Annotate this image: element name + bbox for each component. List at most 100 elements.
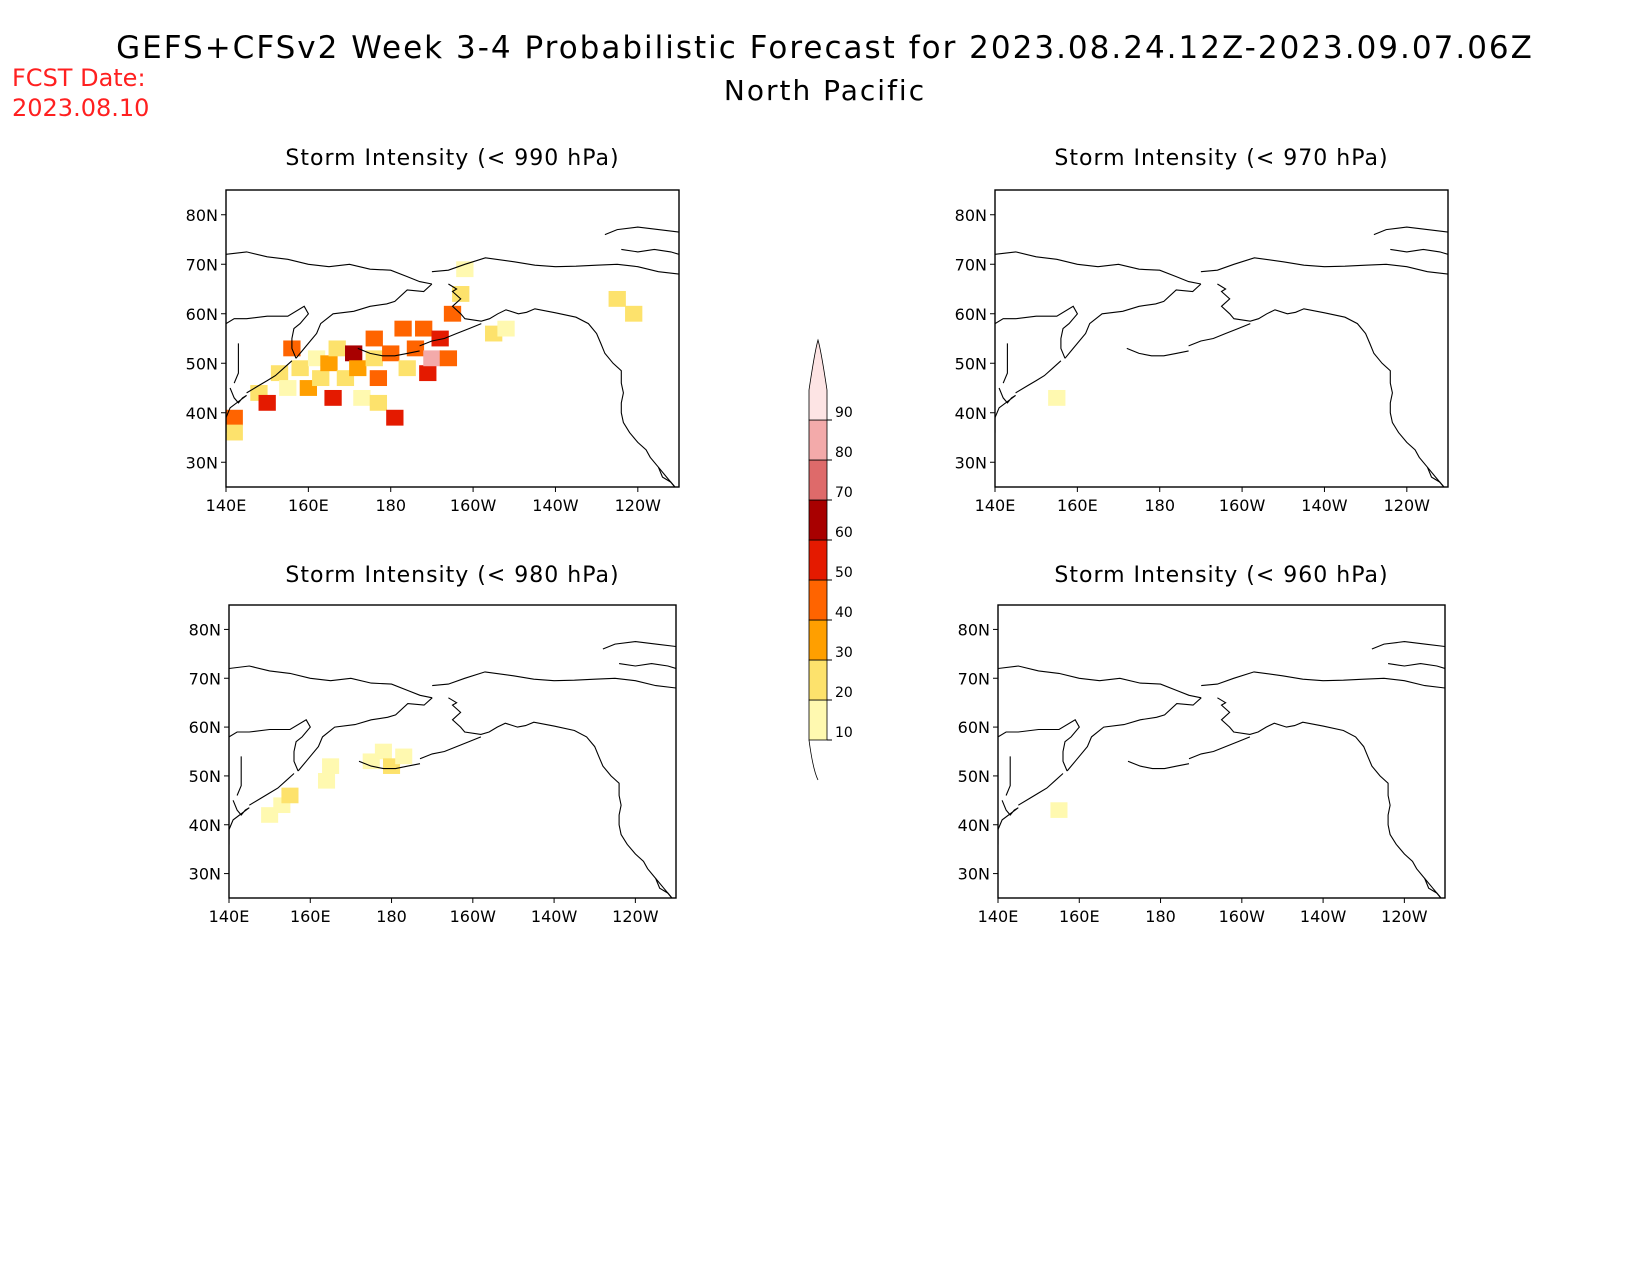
lat-tick-label: 50N [958,767,990,786]
probability-cell [382,345,400,362]
lon-tick-label: 180 [1144,496,1175,515]
panel-title: Storm Intensity (< 990 hPa) [285,146,619,171]
coastline-chukotka [1064,283,1202,359]
coastline-japan [998,800,1019,846]
lon-tick-label: 160E [290,907,331,926]
lat-tick-label: 40N [958,816,990,835]
coastline-arctic_is [1373,226,1448,236]
lon-tick-label: 140E [975,496,1016,515]
colorbar-swatch [808,579,828,621]
map-panel-2: Storm Intensity (< 970 hPa) 80N 70N 60N 50N 4… [955,146,1449,515]
lat-tick-label: 30N [189,865,221,884]
lon-tick-label: 160E [1057,496,1098,515]
lat-tick-label: 50N [189,767,221,786]
coastline-arctic_is [604,226,679,236]
lon-tick-label: 160W [450,907,497,926]
coastline-alaska_w [1217,697,1442,898]
probability-cell [320,355,338,372]
probability-cell [431,330,449,347]
colorbar-swatch [808,699,828,741]
coastline-arctic_is2 [1390,248,1448,255]
coastline-japan [229,800,250,846]
probability-cell [226,424,243,441]
coastline-chukotka [297,697,433,772]
map-panel-4: Storm Intensity (< 960 hPa) 80N 70N 60N 50N 4… [958,563,1446,926]
coastline-alaska [1200,257,1448,275]
coastline-alaska_pen [419,736,482,760]
coastlines [995,226,1448,487]
probability-cell [281,787,299,804]
lon-tick-label: 160E [288,496,329,515]
lon-tick-label: 160W [450,496,497,515]
coastline-kurils [1018,773,1064,806]
lon-tick-label: 120W [1381,907,1428,926]
coastline-alaska_pen [1188,736,1251,760]
lon-tick-label: 120W [615,496,662,515]
coastline-kurils [249,773,295,806]
probability-cell [328,340,346,357]
coastline-kamchatka_w [229,719,311,772]
probability-cell [353,389,371,406]
probability-shading [226,261,643,441]
coastlines [229,641,676,898]
lon-tick-label: 140W [532,496,579,515]
lat-tick-label: 30N [186,453,218,472]
colorbar-swatch [808,659,828,701]
probability-cell [406,340,425,357]
coastline-chukotka [295,283,433,359]
probability-cell [345,345,363,362]
coastline-alaska_w [448,283,676,487]
probability-cell [324,389,342,406]
lon-tick-label: 180 [375,496,406,515]
lat-tick-label: 80N [189,620,221,639]
lat-tick-label: 60N [186,305,218,324]
lat-tick-label: 30N [958,865,990,884]
lat-tick-label: 70N [955,255,987,274]
probability-cell [415,320,433,337]
colorbar-label: 70 [835,485,853,501]
coastline-japan [995,387,1016,434]
coastline-kurils [246,360,293,394]
lon-tick-label: 180 [376,907,407,926]
coastline-arctic_is [1371,641,1445,650]
probability-cell [443,305,462,322]
coastline-asia [229,665,433,699]
map-frame [225,189,680,488]
lon-tick-label: 160W [1219,496,1266,515]
coastline-alaska_pen [419,323,482,347]
lat-tick-label: 80N [186,206,218,225]
probability-cell [365,350,383,367]
coastline-asia [995,251,1202,285]
probability-cell [423,350,441,367]
map-panel-3: Storm Intensity (< 980 hPa) 80N 70N 60N 50N 4… [189,563,677,926]
colorbar-swatch [808,459,828,501]
coastline-baja [1424,878,1442,898]
lon-tick-label: 140E [978,907,1019,926]
probability-cell [279,380,297,396]
map-frame [994,189,1449,488]
coastline-sakhalin [236,756,242,796]
coastline-alaska [431,257,679,275]
coastline-arctic_is2 [621,248,679,255]
lon-tick-label: 140W [1301,496,1348,515]
panel-title: Storm Intensity (< 980 hPa) [285,563,619,588]
colorbar-label: 40 [835,605,853,621]
coastline-alaska_w [448,697,673,898]
lat-tick-label: 50N [186,354,218,373]
lon-tick-label: 140W [1300,907,1347,926]
lon-tick-label: 120W [1384,496,1431,515]
lat-tick-label: 60N [189,718,221,737]
coastline-baja [657,466,676,487]
coastline-alaska_pen [1188,323,1251,347]
lat-tick-label: 70N [958,669,990,688]
coastline-aleutians [1126,347,1189,357]
coastline-kamchatka_w [226,305,310,359]
colorbar-label: 10 [835,725,853,741]
panel-title: Storm Intensity (< 970 hPa) [1054,146,1388,171]
colorbar-label: 50 [835,565,853,581]
coastline-arctic_is [602,641,676,650]
probability-cell [226,409,243,426]
probability-cell [369,394,388,411]
forecast-date-value: 2023.08.10 [12,94,150,122]
